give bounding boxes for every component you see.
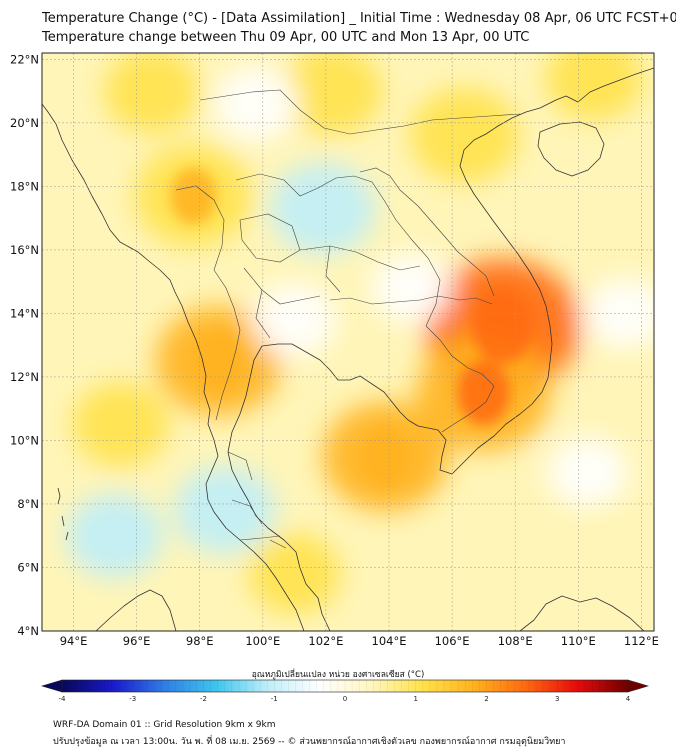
lat-label: 8°N <box>17 497 39 511</box>
colorbar-min-arrow <box>40 679 63 693</box>
colorbar-tick-label: -1 <box>271 695 278 703</box>
lat-label: 16°N <box>10 243 39 257</box>
field-cool-area <box>214 67 299 141</box>
field-cool-area <box>547 437 629 508</box>
lon-label: 106°E <box>435 634 470 648</box>
field-warm-core <box>170 167 217 225</box>
coastline-peninsula-west <box>205 439 305 631</box>
field-cool-area <box>370 253 452 324</box>
field-cool-area <box>252 282 337 357</box>
border-thai-cambodia <box>329 295 493 305</box>
plot-frame <box>41 52 655 632</box>
field-cool-area <box>270 162 376 255</box>
border-thai-myanmar <box>175 185 241 421</box>
gridlines <box>42 53 654 632</box>
field-warm-area <box>103 53 201 134</box>
field-warm-area <box>247 533 341 615</box>
colorbar-tick-label: 0 <box>343 695 347 703</box>
colorbar-max-arrow <box>627 679 650 693</box>
andaman-islands <box>57 487 69 541</box>
border-thai-laos <box>235 173 441 327</box>
field-blobs <box>66 53 654 615</box>
border-peninsula-1 <box>227 451 287 549</box>
lat-label: 20°N <box>10 116 39 130</box>
lat-label: 14°N <box>10 306 39 320</box>
colorbar-tick-label: 2 <box>484 695 488 703</box>
field-warm-area <box>545 53 643 121</box>
lon-label: 112°E <box>624 634 659 648</box>
colorbar-tick-label: 3 <box>555 695 559 703</box>
border-cambodia-vietnam <box>425 325 495 433</box>
coastlines <box>42 67 654 631</box>
lon-label: 96°E <box>123 634 151 648</box>
colorbar-tick-label: -3 <box>129 695 136 703</box>
lon-label: 110°E <box>561 634 596 648</box>
map-subtitle: Temperature change between Thu 09 Apr, 0… <box>42 30 530 45</box>
hainan-island <box>537 121 605 177</box>
colorbar-tick-label: 1 <box>414 695 418 703</box>
field-warm-area <box>281 53 383 136</box>
border-province-3 <box>243 267 321 339</box>
colorbar-tick-label: -4 <box>59 695 67 703</box>
lat-label: 18°N <box>10 179 39 193</box>
field-warm-core <box>457 360 510 425</box>
field-warm-core <box>361 426 411 487</box>
field-cool-area <box>66 493 164 578</box>
colorbar: -4 -3 -2 -1 0 1 2 3 4 <box>40 679 650 703</box>
field-layer <box>42 53 654 631</box>
lon-label: 94°E <box>60 634 88 648</box>
border-province-2 <box>299 245 421 293</box>
lon-label: 100°E <box>245 634 280 648</box>
map-title: Temperature Change (°C) - [Data Assimila… <box>42 11 676 26</box>
border-province-1 <box>239 213 301 263</box>
lon-label: 98°E <box>186 634 214 648</box>
field-cool-area <box>174 466 276 555</box>
border-malaysia <box>239 535 281 541</box>
footer-update-info: ปรับปรุงข้อมูล ณ เวลา 13:00น. วัน พ. ที่… <box>53 737 566 747</box>
coastline-china <box>525 67 654 113</box>
field-warm-area <box>409 87 520 184</box>
coastline-myanmar <box>42 103 215 441</box>
footer-model-info: WRF-DA Domain 01 :: Grid Resolution 9km … <box>53 720 276 730</box>
lon-label: 104°E <box>372 634 407 648</box>
longitude-labels: 94°E 96°E 98°E 100°E 102°E 104°E 106°E 108°E 110… <box>60 634 659 648</box>
lat-label: 6°N <box>17 560 39 574</box>
field-cores <box>170 167 533 487</box>
coastline-sumatra <box>95 589 177 631</box>
lat-label: 4°N <box>17 624 39 638</box>
colorbar-title: อุณหภูมิเปลี่ยนแปลง หน่วย องศาเซลเซียส (… <box>251 670 425 680</box>
field-warm-core <box>472 289 533 364</box>
coastline-peninsula-east <box>227 343 439 631</box>
latitude-labels: 22°N 20°N 18°N 16°N 14°N 12°N 10°N 8°N 6°N 4°N <box>10 52 39 638</box>
lat-label: 22°N <box>10 52 39 66</box>
lon-label: 102°E <box>308 634 343 648</box>
lon-label: 108°E <box>498 634 533 648</box>
coastline-vietnam-south <box>437 111 553 475</box>
field-warm-core <box>193 330 244 392</box>
colorbar-tick-label: 4 <box>626 695 631 703</box>
lat-label: 10°N <box>10 433 39 447</box>
border-laos-vietnam <box>359 167 495 297</box>
border-china <box>199 89 521 135</box>
coastline-borneo <box>519 595 645 631</box>
colorbar-tick-label: -2 <box>200 695 207 703</box>
field-warm-area <box>72 382 170 467</box>
borders <box>175 89 521 549</box>
lat-label: 12°N <box>10 370 39 384</box>
